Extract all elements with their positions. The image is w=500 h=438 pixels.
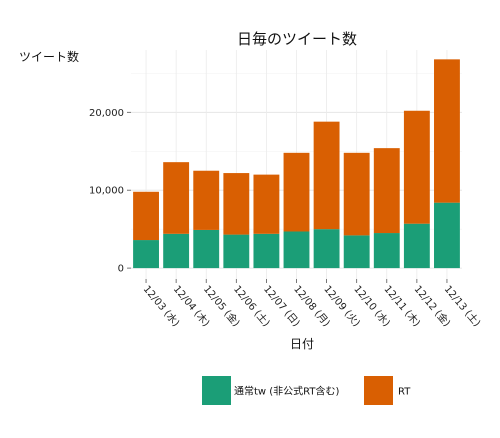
bar-normal-10: [434, 202, 460, 269]
bar-rt-9: [403, 110, 430, 224]
bar-normal-3: [223, 234, 250, 269]
bar-rt-10: [434, 59, 460, 203]
bar-rt-1: [163, 162, 190, 234]
y-tick-label: 10,000: [89, 186, 124, 197]
bar-normal-7: [343, 235, 370, 269]
bar-normal-1: [163, 233, 190, 269]
bar-rt-2: [193, 170, 220, 230]
x-axis-label: 日付: [290, 337, 314, 351]
legend-label-rt: RT: [398, 387, 411, 398]
bar-normal-2: [193, 229, 220, 269]
bar-rt-7: [343, 152, 370, 236]
bar-rt-3: [223, 173, 250, 235]
y-axis: 0 10,000 20,000: [89, 108, 131, 275]
bar-normal-4: [253, 233, 280, 269]
x-axis: 12/03 (水)12/04 (木)12/05 (金)12/06 (土)12/0…: [141, 279, 484, 329]
bar-rt-4: [253, 174, 280, 234]
legend-swatch-rt: [364, 376, 393, 405]
y-tick-label: 0: [118, 264, 124, 275]
legend-swatch-normal: [202, 376, 231, 405]
legend: 通常tw (非公式RT含む) RT: [202, 376, 411, 405]
bar-rt-0: [133, 191, 159, 241]
bar-normal-6: [313, 229, 340, 269]
chart-title: 日毎のツイート数: [237, 30, 357, 48]
bar-normal-8: [373, 233, 400, 269]
bar-rt-5: [283, 152, 310, 232]
bar-normal-5: [283, 231, 310, 269]
bar-rt-8: [373, 148, 400, 234]
y-axis-label: ツイート数: [19, 49, 79, 64]
bar-rt-6: [313, 121, 340, 230]
bars-layer: [133, 59, 460, 269]
bar-normal-9: [403, 223, 430, 269]
y-tick-label: 20,000: [89, 108, 124, 119]
bar-normal-0: [133, 240, 159, 269]
legend-label-normal: 通常tw (非公式RT含む): [234, 385, 340, 398]
